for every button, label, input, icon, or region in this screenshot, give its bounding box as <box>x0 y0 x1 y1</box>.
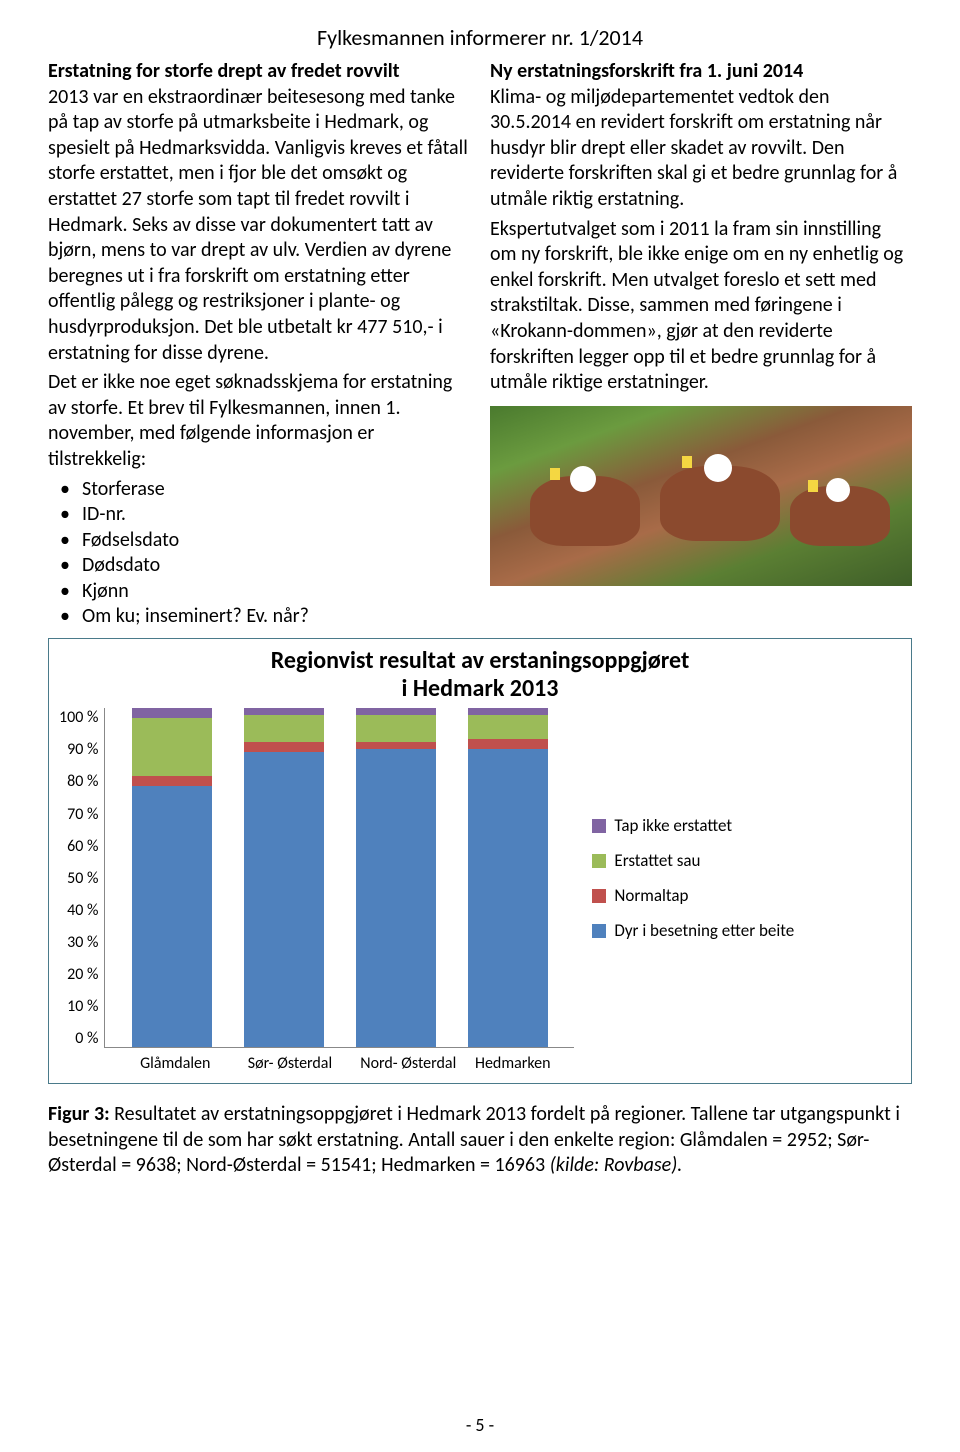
bars-row <box>105 708 574 1047</box>
right-column: Ny erstatningsforskrift fra 1. juni 2014… <box>490 59 912 630</box>
y-tick: 60 % <box>59 837 98 856</box>
legend-swatch <box>592 889 606 903</box>
page-number: - 5 - <box>0 1414 960 1436</box>
bar <box>356 708 436 1047</box>
chart-title-line1: Regionvist resultat av erstaningsoppgjør… <box>271 646 690 675</box>
caption-source: (kilde: Rovbase). <box>550 1153 683 1177</box>
bar-segment <box>132 776 212 786</box>
right-para-1: Klima- og miljødepartementet vedtok den … <box>490 85 897 211</box>
two-column-body: Erstatning for storfe drept av fredet ro… <box>48 59 912 630</box>
bar-segment <box>356 708 436 715</box>
legend-label: Tap ikke erstattet <box>614 815 732 836</box>
bar-segment <box>356 749 436 1047</box>
y-tick: 30 % <box>59 933 98 952</box>
bar <box>132 708 212 1047</box>
x-axis: Glåmdalen Sør- Østerdal Nord- Østerdal Hedm… <box>109 1048 579 1073</box>
legend-swatch <box>592 854 606 868</box>
bar-segment <box>132 708 212 718</box>
right-title: Ny erstatningsforskrift fra 1. juni 2014 <box>490 59 803 83</box>
bar-segment <box>132 718 212 776</box>
legend-item: Normaltap <box>592 885 794 906</box>
list-item: Storferase <box>48 477 470 503</box>
list-item: Om ku; inseminert? Ev. når? <box>48 604 470 630</box>
chart-title: Regionvist resultat av erstaningsoppgjør… <box>59 647 901 702</box>
chart-legend: Tap ikke erstattet Erstattet sau Normaltap… <box>592 801 794 955</box>
legend-swatch <box>592 924 606 938</box>
left-column: Erstatning for storfe drept av fredet ro… <box>48 59 470 630</box>
bar-segment <box>356 742 436 749</box>
figure-caption: Figur 3: Resultatet av erstatningsoppgjø… <box>48 1102 912 1179</box>
list-item: Fødselsdato <box>48 528 470 554</box>
y-tick: 40 % <box>59 901 98 920</box>
legend-label: Normaltap <box>614 885 688 906</box>
left-para-1: 2013 var en ekstraordinær beitesesong me… <box>48 85 468 365</box>
chart-container: Regionvist resultat av erstaningsoppgjør… <box>48 638 912 1084</box>
bar-segment <box>244 708 324 715</box>
bar-segment <box>468 749 548 1047</box>
x-tick: Glåmdalen <box>135 1054 215 1073</box>
cattle-photo <box>490 406 912 586</box>
y-tick: 80 % <box>59 772 98 791</box>
legend-item: Tap ikke erstattet <box>592 815 794 836</box>
caption-text: Resultatet av erstatningsoppgjøret i Hed… <box>48 1102 900 1177</box>
bar-segment <box>132 786 212 1047</box>
bar-segment <box>244 752 324 1047</box>
list-item: Kjønn <box>48 579 470 605</box>
legend-swatch <box>592 819 606 833</box>
left-para-2: Det er ikke noe eget søknadsskjema for e… <box>48 370 470 472</box>
y-tick: 90 % <box>59 740 98 759</box>
legend-item: Dyr i besetning etter beite <box>592 920 794 941</box>
bar-segment <box>468 708 548 715</box>
bar-segment <box>468 739 548 749</box>
bar <box>244 708 324 1047</box>
page-header: Fylkesmannen informerer nr. 1/2014 <box>48 24 912 51</box>
x-tick: Nord- Østerdal <box>360 1054 440 1073</box>
list-item: Dødsdato <box>48 553 470 579</box>
bar-segment <box>244 742 324 752</box>
legend-label: Dyr i besetning etter beite <box>614 920 794 941</box>
bullet-list: Storferase ID-nr. Fødselsdato Dødsdato K… <box>48 477 470 631</box>
bar-segment <box>244 715 324 742</box>
y-tick: 50 % <box>59 869 98 888</box>
y-tick: 10 % <box>59 997 98 1016</box>
y-tick: 100 % <box>59 708 98 727</box>
y-tick: 0 % <box>59 1029 98 1048</box>
chart-plot-wrap: 100 % 90 % 80 % 70 % 60 % 50 % 40 % 30 % 20 % 10 … <box>59 708 574 1048</box>
figure-label: Figur 3: <box>48 1102 110 1126</box>
x-tick: Hedmarken <box>473 1054 553 1073</box>
bar-segment <box>468 715 548 739</box>
chart-title-line2: i Hedmark 2013 <box>402 674 559 703</box>
chart-plot <box>104 708 574 1048</box>
y-tick: 20 % <box>59 965 98 984</box>
legend-item: Erstattet sau <box>592 850 794 871</box>
right-para-2: Ekspertutvalget som i 2011 la fram sin i… <box>490 217 912 396</box>
left-title: Erstatning for storfe drept av fredet ro… <box>48 59 400 83</box>
x-tick: Sør- Østerdal <box>248 1054 328 1073</box>
list-item: ID-nr. <box>48 502 470 528</box>
y-axis: 100 % 90 % 80 % 70 % 60 % 50 % 40 % 30 % 20 % 10 … <box>59 708 104 1048</box>
legend-label: Erstattet sau <box>614 850 700 871</box>
bar <box>468 708 548 1047</box>
y-tick: 70 % <box>59 805 98 824</box>
bar-segment <box>356 715 436 742</box>
